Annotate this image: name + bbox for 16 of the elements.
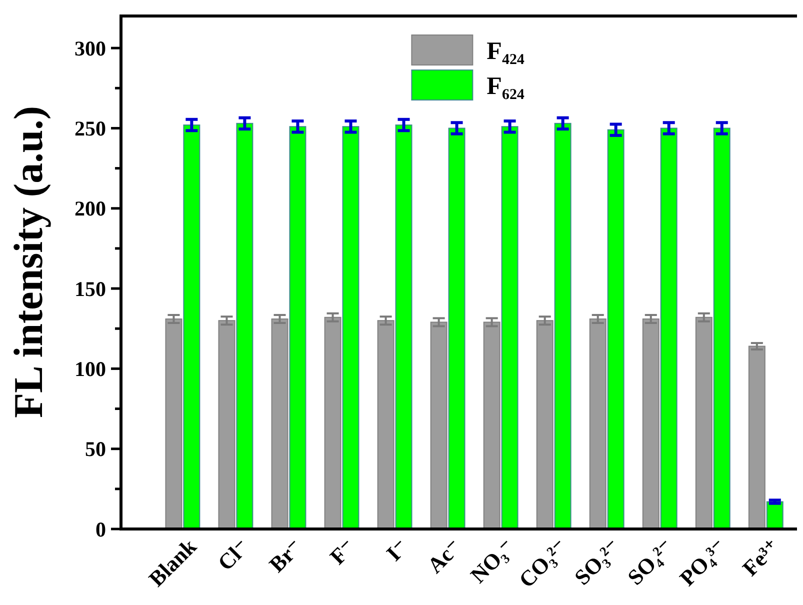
y-tick-label: 0 (96, 517, 106, 542)
legend-label: F₆₂₄ (486, 73, 525, 100)
x-tick-label: I⁻ (381, 534, 414, 566)
y-tick-label: 50 (85, 437, 106, 462)
y-tick-label: 100 (74, 357, 106, 382)
legend-label: F₄₂₄ (486, 38, 525, 65)
y-tick-label: 250 (74, 116, 106, 141)
y-tick-label: 300 (74, 36, 106, 60)
x-tick-label: Fe³⁺ (737, 534, 784, 581)
y-axis-title: FL intensity (a.u.) (5, 106, 51, 418)
y-tick-label: 200 (74, 196, 106, 221)
x-tick-label: F⁻ (324, 534, 360, 570)
x-tick-label: Br⁻ (264, 534, 308, 578)
x-tick-label: Cl⁻ (212, 534, 254, 576)
y-tick-label: 150 (74, 276, 106, 301)
x-tick-label: Ac⁻ (422, 534, 466, 578)
